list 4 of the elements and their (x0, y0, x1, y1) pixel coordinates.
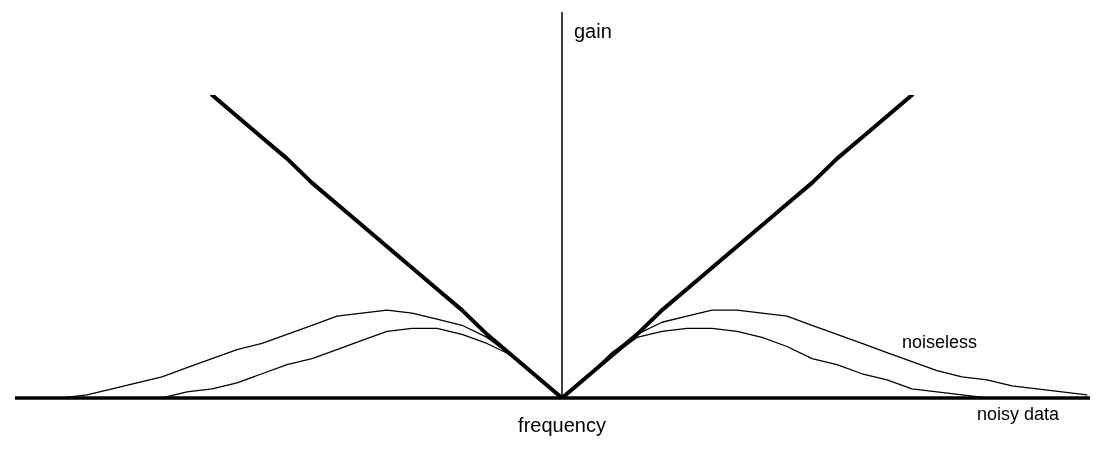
y-axis-title: gain (574, 19, 612, 42)
series-label: noiseless (902, 331, 978, 352)
x-axis-title: frequency (518, 413, 606, 436)
series-label: noisy data (977, 403, 1061, 424)
